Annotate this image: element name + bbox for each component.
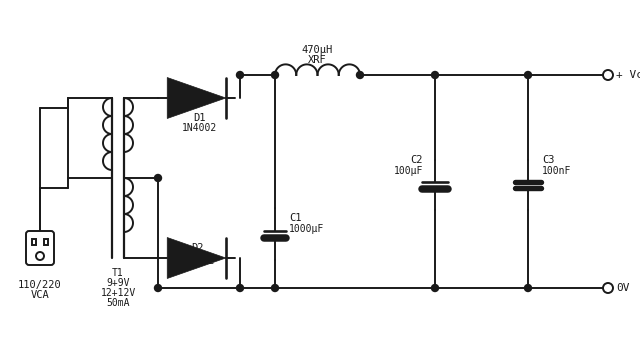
Circle shape [431,285,438,291]
Text: D2: D2 [191,243,204,253]
Bar [44,239,48,245]
Circle shape [525,285,531,291]
Text: 1N4002: 1N4002 [179,256,214,266]
Text: + Vcc: + Vcc [616,70,640,80]
Text: XRF: XRF [308,55,326,65]
Text: 110/220: 110/220 [18,280,62,290]
Text: VCA: VCA [31,290,49,300]
FancyBboxPatch shape [26,231,54,265]
Circle shape [237,72,243,78]
Text: 1N4002: 1N4002 [181,123,216,133]
Text: 12+12V: 12+12V [100,288,136,298]
Circle shape [431,72,438,78]
Text: C2: C2 [410,155,423,165]
Text: 100μF: 100μF [394,166,423,176]
Text: 470μH: 470μH [301,45,333,55]
Text: D1: D1 [193,113,205,123]
Text: 50mA: 50mA [106,298,130,308]
Bar [32,239,36,245]
Circle shape [603,70,613,80]
Text: 1000μF: 1000μF [289,224,324,234]
Circle shape [154,174,161,182]
Text: T1: T1 [112,268,124,278]
Circle shape [271,285,278,291]
Circle shape [154,285,161,291]
Polygon shape [167,78,226,118]
Text: 100nF: 100nF [542,166,572,176]
Circle shape [356,72,364,78]
Text: 0V: 0V [616,283,630,293]
Text: 9+9V: 9+9V [106,278,130,288]
Circle shape [603,283,613,293]
Text: C1: C1 [289,213,301,223]
Polygon shape [167,237,226,279]
Circle shape [36,252,44,260]
Text: C3: C3 [542,155,554,165]
Circle shape [271,72,278,78]
Circle shape [525,72,531,78]
Circle shape [237,285,243,291]
